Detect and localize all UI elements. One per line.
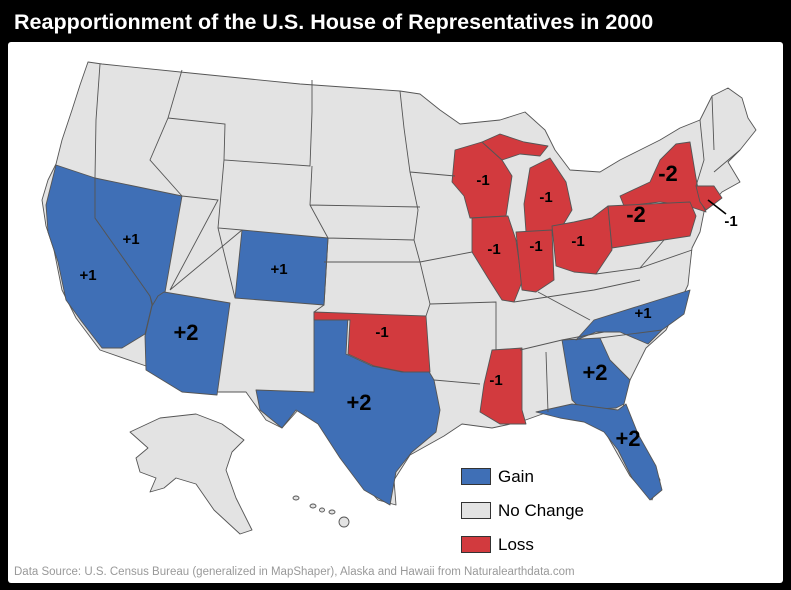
change-labels: +1 +1 +2 +1 +2 +2 +2 +1 -1 -1 -1 -1 -1 -1 -1 -2 -2 -1 <box>79 161 737 451</box>
change-label-nevada: +1 <box>122 231 139 248</box>
state-michigan[interactable] <box>523 157 573 233</box>
change-label-mississippi: -1 <box>489 372 502 389</box>
state-indiana[interactable] <box>515 229 555 293</box>
legend-gain-label: Gain <box>498 467 534 486</box>
change-label-california: +1 <box>79 267 96 284</box>
change-label-florida: +2 <box>615 426 640 451</box>
state-arizona[interactable] <box>144 291 231 396</box>
change-label-wisconsin: -1 <box>476 172 489 189</box>
gain-swatch <box>461 468 491 485</box>
change-label-indiana: -1 <box>529 238 542 255</box>
state-pennsylvania[interactable] <box>607 201 697 249</box>
change-label-new-york: -2 <box>658 161 678 186</box>
state-georgia[interactable] <box>561 337 631 411</box>
change-label-michigan: -1 <box>539 189 552 206</box>
change-label-georgia: +2 <box>582 360 607 385</box>
state-mississippi[interactable] <box>479 347 527 425</box>
no-change-swatch <box>461 502 491 519</box>
legend-no-change-label: No Change <box>498 501 585 520</box>
legend-loss-label: Loss <box>498 535 534 554</box>
change-label-pennsylvania: -2 <box>626 202 646 227</box>
loss-swatch <box>461 536 491 553</box>
hawaii <box>292 495 350 528</box>
change-label-texas: +2 <box>346 390 371 415</box>
change-label-arizona: +2 <box>173 320 198 345</box>
state-ohio[interactable] <box>551 205 613 275</box>
alaska <box>129 413 253 535</box>
change-label-colorado: +1 <box>270 261 287 278</box>
change-label-ohio: -1 <box>571 233 584 250</box>
change-label-illinois: -1 <box>487 241 500 258</box>
state-oklahoma[interactable] <box>313 311 431 373</box>
state-florida[interactable] <box>535 403 663 501</box>
change-label-north-carolina: +1 <box>634 305 651 322</box>
connecticut-pointer <box>707 199 727 215</box>
map-title: Reapportionment of the U.S. House of Rep… <box>14 10 654 34</box>
change-label-oklahoma: -1 <box>375 324 388 341</box>
change-label-connecticut: -1 <box>724 213 737 230</box>
data-source-note: Data Source: U.S. Census Bureau (general… <box>14 566 575 578</box>
state-boundaries <box>94 63 741 413</box>
state-michigan-upper[interactable] <box>481 133 549 161</box>
